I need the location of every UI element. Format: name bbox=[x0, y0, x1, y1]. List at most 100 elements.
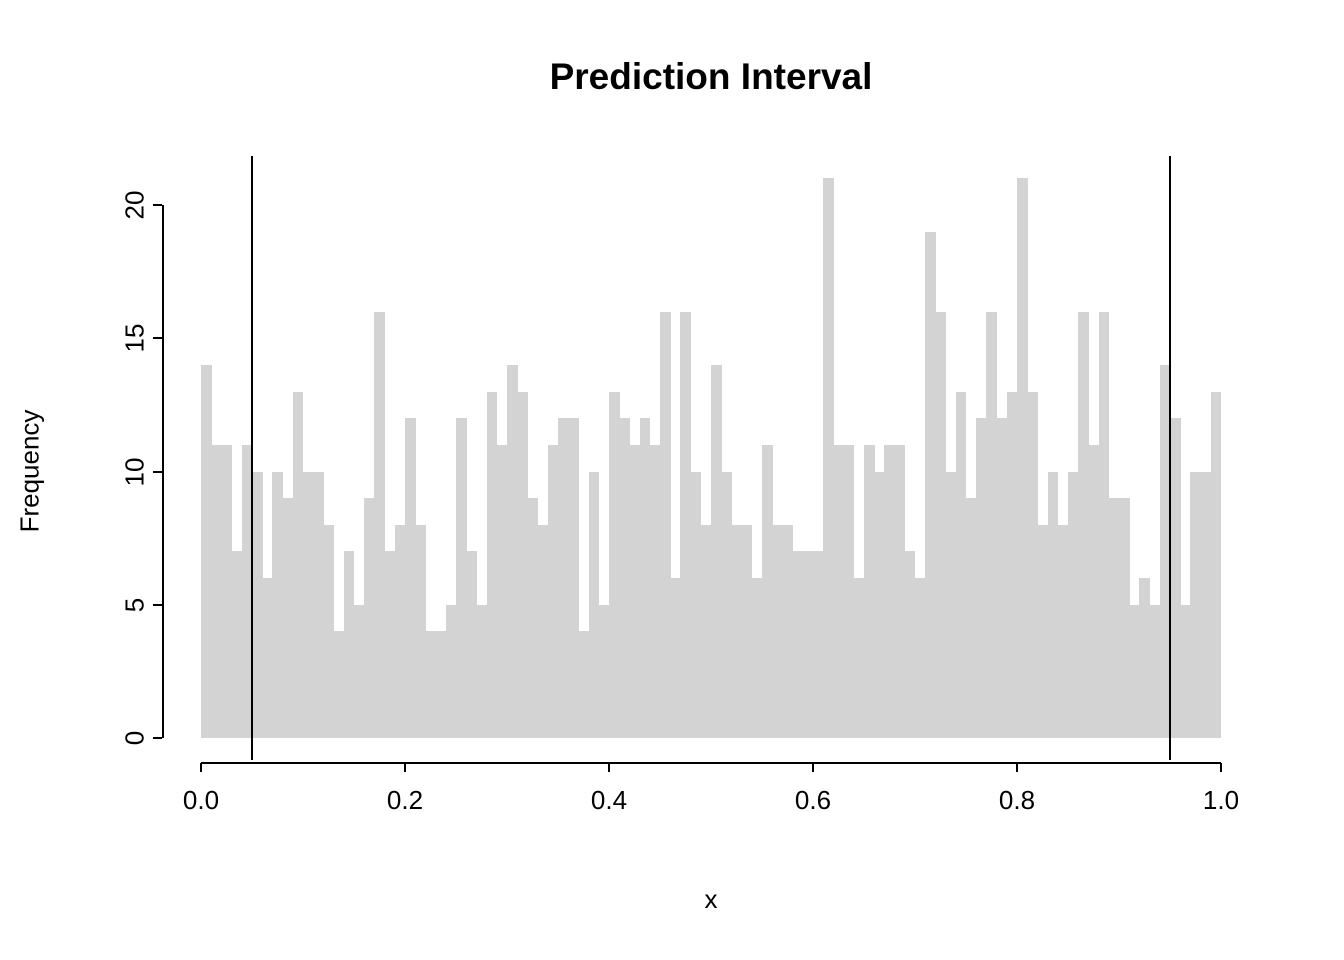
histogram-bar bbox=[1088, 444, 1100, 738]
histogram-bar bbox=[1119, 498, 1130, 738]
prediction-interval-line bbox=[1169, 156, 1171, 760]
histogram-bar bbox=[915, 578, 926, 738]
histogram-bar bbox=[619, 418, 630, 738]
x-axis bbox=[201, 762, 1221, 764]
y-tick-label: 0 bbox=[119, 730, 150, 746]
histogram-bar bbox=[354, 604, 365, 738]
x-axis-tick bbox=[1220, 763, 1222, 772]
histogram-bar bbox=[507, 364, 518, 738]
histogram-bar bbox=[996, 418, 1008, 738]
histogram-bar bbox=[241, 444, 253, 738]
histogram-bar bbox=[1108, 498, 1120, 738]
histogram-bar bbox=[1047, 471, 1059, 738]
histogram-bar bbox=[1057, 524, 1069, 738]
x-tick-label: 0.4 bbox=[590, 785, 628, 815]
histogram-bar bbox=[425, 631, 437, 738]
histogram-bar bbox=[823, 178, 834, 738]
histogram-bar bbox=[711, 364, 722, 738]
histogram-bar bbox=[313, 471, 324, 738]
histogram-bar bbox=[925, 231, 936, 738]
histogram-bar bbox=[1180, 604, 1191, 738]
histogram-bar bbox=[1210, 391, 1222, 738]
histogram-bar bbox=[527, 498, 539, 738]
histogram-bar bbox=[496, 444, 508, 738]
histogram-bar bbox=[333, 631, 345, 738]
histogram-bar bbox=[1170, 418, 1181, 738]
histogram-bar bbox=[1078, 311, 1089, 738]
y-axis bbox=[162, 205, 164, 738]
histogram-bar bbox=[252, 471, 263, 738]
histogram-bar bbox=[935, 311, 947, 738]
y-axis-tick bbox=[153, 204, 162, 206]
histogram-bar bbox=[976, 418, 987, 738]
x-tick-label: 0.0 bbox=[182, 785, 220, 815]
histogram-bar bbox=[843, 444, 855, 738]
histogram-bar bbox=[1149, 604, 1161, 738]
histogram-bar bbox=[486, 391, 498, 738]
histogram-bar bbox=[1006, 391, 1018, 738]
histogram-bar bbox=[517, 391, 528, 738]
x-tick-label: 0.2 bbox=[386, 785, 424, 815]
histogram-bar bbox=[966, 498, 977, 738]
histogram-bar bbox=[211, 444, 222, 738]
histogram-bar bbox=[680, 311, 692, 738]
histogram-bar bbox=[323, 524, 335, 738]
histogram-bar bbox=[782, 524, 794, 738]
histogram-bar bbox=[874, 471, 885, 738]
histogram-bar bbox=[1017, 178, 1028, 738]
histogram-bar bbox=[700, 524, 712, 738]
x-axis-label: x bbox=[704, 884, 718, 914]
histogram-bar bbox=[364, 498, 375, 738]
histogram-bar bbox=[609, 391, 620, 738]
histogram-bar bbox=[231, 551, 243, 738]
histogram-bar bbox=[435, 631, 447, 738]
histogram-bar bbox=[802, 551, 814, 738]
y-axis-tick bbox=[153, 337, 162, 340]
histogram-bar bbox=[221, 444, 233, 738]
histogram-bar bbox=[792, 551, 804, 738]
histogram-bar bbox=[272, 471, 284, 738]
plot-title: Prediction Interval bbox=[549, 56, 873, 97]
histogram-bar bbox=[1139, 578, 1151, 738]
x-axis-tick bbox=[608, 763, 610, 772]
histogram-bar bbox=[558, 418, 569, 738]
histogram-bar bbox=[456, 418, 467, 738]
histogram-bar bbox=[303, 471, 314, 738]
y-axis-label: Frequency bbox=[14, 409, 45, 533]
x-axis-tick bbox=[200, 763, 202, 772]
histogram-bar bbox=[1190, 471, 1202, 738]
histogram-bar bbox=[394, 524, 406, 738]
x-axis-tick bbox=[812, 763, 814, 772]
y-axis-tick bbox=[153, 737, 162, 739]
histogram-bar bbox=[751, 578, 763, 738]
histogram-bar bbox=[201, 364, 212, 738]
histogram-bar bbox=[292, 391, 304, 738]
x-tick-label: 0.6 bbox=[794, 785, 832, 815]
x-axis-tick bbox=[1016, 763, 1018, 772]
histogram-bar bbox=[894, 444, 906, 738]
y-axis-tick bbox=[153, 470, 162, 473]
histogram-bar bbox=[282, 498, 294, 738]
histogram-bar bbox=[629, 444, 641, 738]
histogram-bar bbox=[690, 471, 702, 738]
y-tick-label: 5 bbox=[119, 597, 150, 612]
prediction-interval-line bbox=[251, 156, 253, 760]
y-tick-label: 15 bbox=[119, 323, 150, 353]
histogram-bar bbox=[772, 524, 783, 738]
histogram-bar bbox=[945, 471, 957, 738]
histogram-bar bbox=[670, 578, 681, 738]
y-tick-label: 20 bbox=[119, 190, 150, 220]
x-tick-label: 1.0 bbox=[1202, 785, 1240, 815]
histogram-bar bbox=[649, 444, 661, 738]
histogram-bar bbox=[578, 631, 590, 738]
histogram-bar bbox=[721, 471, 732, 738]
y-axis-tick bbox=[153, 603, 162, 606]
histogram-bar bbox=[1159, 364, 1171, 738]
histogram-bar bbox=[853, 578, 865, 738]
histogram-bar bbox=[1129, 604, 1140, 738]
histogram-bar bbox=[955, 391, 967, 738]
histogram-bar bbox=[343, 551, 355, 738]
histogram-bar bbox=[1200, 471, 1212, 738]
histogram-bar bbox=[884, 444, 896, 738]
